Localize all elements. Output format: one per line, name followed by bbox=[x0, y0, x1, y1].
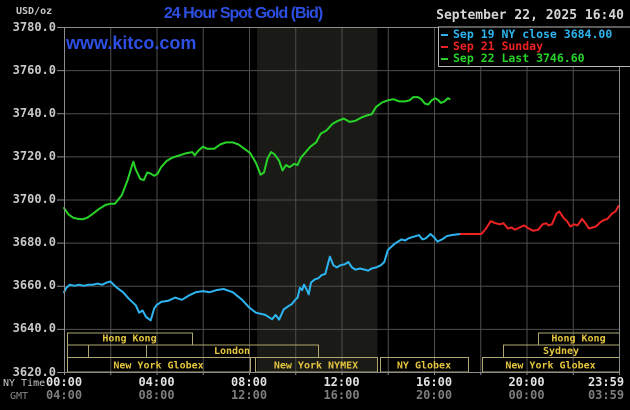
page-title: 24 Hour Spot Gold (Bid) bbox=[163, 5, 323, 22]
session-box bbox=[88, 344, 147, 358]
session-label: Hong Kong bbox=[551, 334, 605, 345]
session-label: New York Globex bbox=[113, 361, 203, 372]
legend-item-sep19: Sep 19 NY close 3684.00 bbox=[441, 28, 612, 40]
legend-dash-icon bbox=[441, 57, 448, 60]
x-axis-gmt-label: 08:00 bbox=[138, 388, 175, 402]
x-axis-ny-label: 12:00 bbox=[323, 375, 360, 389]
y-axis-label: 3780.0 bbox=[12, 19, 56, 34]
x-axis-gmt-label: 04:00 bbox=[45, 388, 83, 402]
x-axis-ny-label: 20:00 bbox=[508, 375, 545, 389]
ny-time-axis-label: NY Time bbox=[3, 378, 46, 389]
legend-item-label: Sep 21 Sunday bbox=[453, 39, 544, 53]
datetime-label: September 22, 2025 16:40 bbox=[436, 8, 624, 23]
legend-item-sep21: Sep 21 Sunday bbox=[441, 40, 543, 52]
legend-border bbox=[438, 26, 630, 67]
session-label: Hong Kong bbox=[102, 334, 156, 345]
x-axis-gmt-label: 03:59 bbox=[587, 388, 625, 402]
legend-dash-icon bbox=[441, 33, 448, 36]
x-axis-ny-label: 00:00 bbox=[45, 375, 83, 389]
session-label: NY Globex bbox=[397, 361, 451, 372]
y-axis-label: 3720.0 bbox=[12, 148, 56, 163]
legend-item-sep22: Sep 22 Last 3746.60 bbox=[441, 52, 585, 64]
legend-item-label: Sep 19 NY close 3684.00 bbox=[453, 27, 613, 41]
x-axis-ny-label: 16:00 bbox=[415, 375, 453, 389]
legend-item-label: Sep 22 Last 3746.60 bbox=[453, 51, 585, 65]
y-axis-label: 3660.0 bbox=[12, 278, 56, 293]
unit-label: USD/oz bbox=[16, 6, 53, 17]
x-axis-gmt-label: 00:00 bbox=[508, 388, 545, 402]
legend-dash-icon bbox=[441, 45, 448, 48]
y-axis-label: 3740.0 bbox=[12, 105, 56, 120]
y-axis-label: 3640.0 bbox=[12, 321, 56, 336]
y-axis-label: 3700.0 bbox=[12, 192, 56, 206]
kitco-link[interactable]: www.kitco.com bbox=[66, 33, 197, 53]
x-axis-gmt-label: 20:00 bbox=[415, 388, 453, 402]
series-sep21-line bbox=[459, 205, 620, 235]
y-axis-label: 3620.0 bbox=[12, 364, 56, 379]
x-axis-ny-label: 04:00 bbox=[138, 375, 175, 389]
series-sep19-line bbox=[63, 233, 462, 322]
series-sep22-line bbox=[63, 96, 451, 221]
x-axis-gmt-label: 16:00 bbox=[323, 388, 360, 402]
x-axis-gmt-label: 12:00 bbox=[230, 388, 268, 402]
session-box bbox=[67, 344, 89, 358]
session-label: London bbox=[214, 346, 250, 357]
x-axis-ny-label: 08:00 bbox=[230, 375, 268, 389]
session-label: Sydney bbox=[543, 346, 579, 357]
gmt-axis-label: GMT bbox=[10, 391, 29, 402]
x-axis-ny-label: 23:59 bbox=[587, 375, 625, 389]
session-label: New York Globex bbox=[505, 361, 595, 372]
y-axis-label: 3680.0 bbox=[12, 235, 56, 250]
legend-background bbox=[439, 27, 630, 66]
session-label: New York NYMEX bbox=[274, 361, 358, 372]
y-axis-label: 3760.0 bbox=[12, 62, 56, 77]
plot-frame bbox=[64, 27, 620, 373]
